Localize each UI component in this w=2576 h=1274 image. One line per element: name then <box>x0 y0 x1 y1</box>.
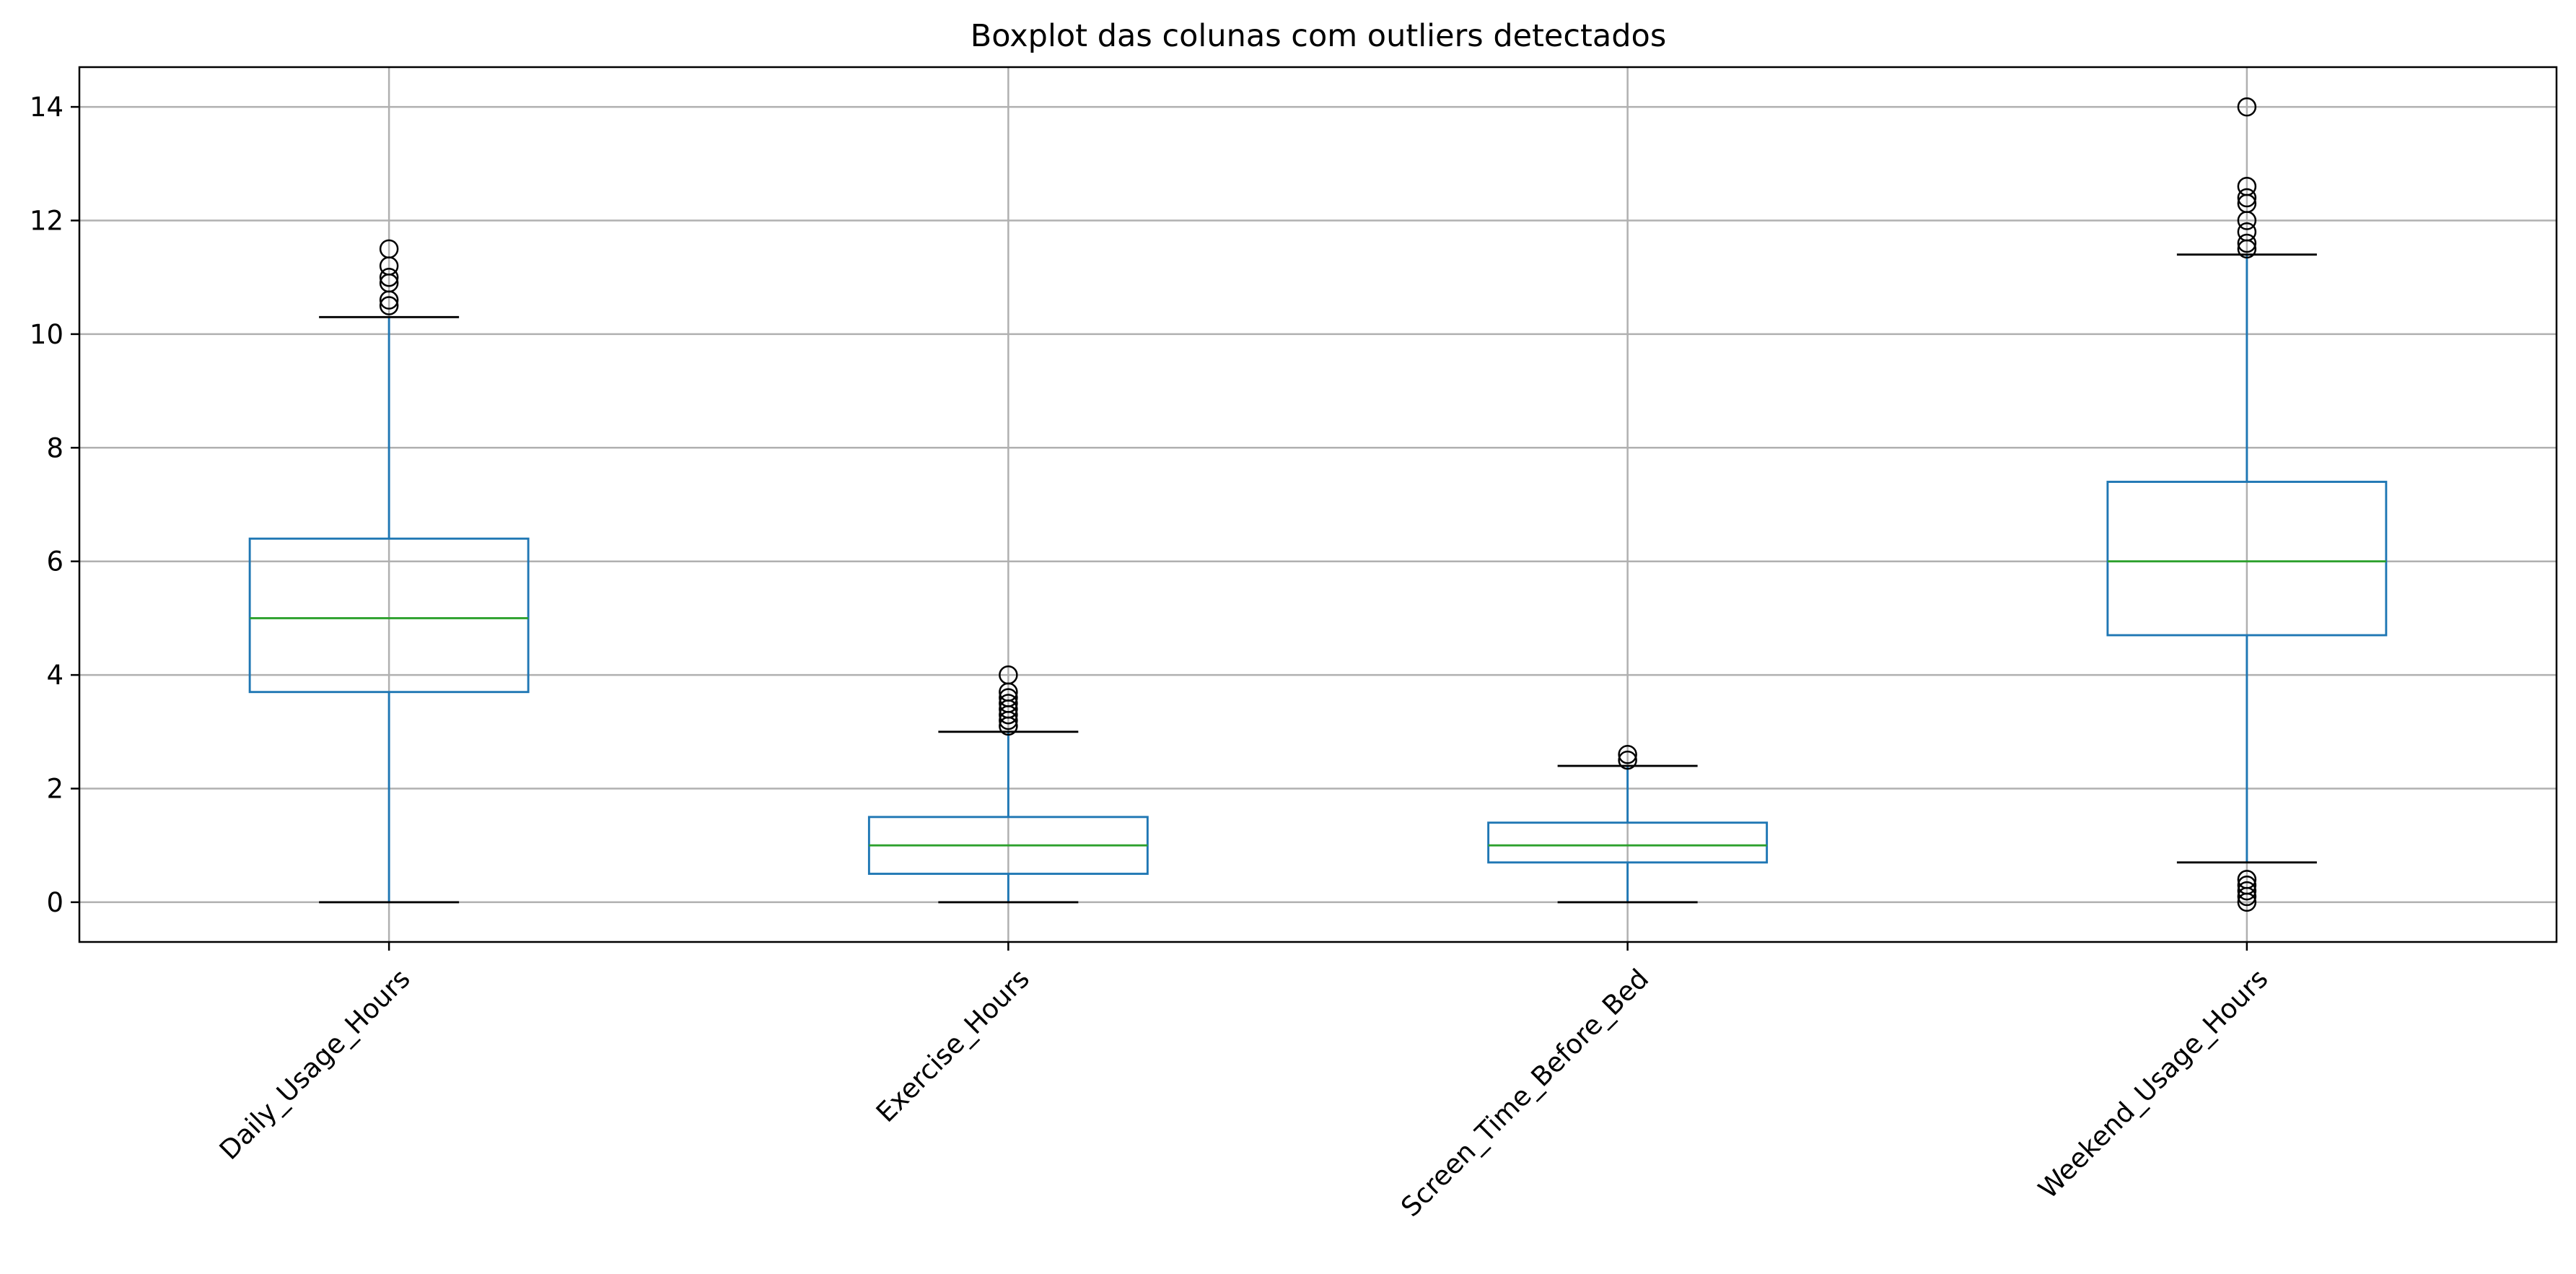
axis-ticks: 0 2 4 6 8 10 12 14 Daily_Usage_Hours Exercise_Hou… <box>30 92 2274 1223</box>
outlier-point <box>999 665 1018 685</box>
y-tick-label: 4 <box>46 660 63 691</box>
x-tick-label: Weekend_Usage_Hours <box>2033 963 2274 1205</box>
grid-lines <box>79 67 2557 942</box>
y-tick-label: 2 <box>46 774 63 805</box>
outlier-point <box>2237 97 2257 117</box>
y-tick-label: 6 <box>46 546 63 577</box>
iqr-box <box>2106 481 2388 637</box>
x-tick-label: Screen_Time_Before_Bed <box>1395 963 1655 1223</box>
outlier-point <box>379 296 399 315</box>
outlier-point <box>379 239 399 259</box>
outlier-point <box>2237 233 2257 253</box>
box-group <box>248 239 530 904</box>
y-tick-label: 0 <box>46 887 63 918</box>
box-group <box>2106 97 2388 912</box>
box-group <box>1487 745 1769 904</box>
outlier-point <box>2237 876 2257 895</box>
chart-title: Boxplot das colunas com outliers detecta… <box>971 18 1667 54</box>
box-group <box>867 665 1149 904</box>
y-tick-label: 10 <box>30 319 63 350</box>
x-tick-label: Daily_Usage_Hours <box>214 963 416 1166</box>
outlier-point <box>379 267 399 287</box>
outlier-point <box>2237 177 2257 196</box>
y-tick-label: 8 <box>46 432 63 463</box>
outlier-point <box>2237 188 2257 208</box>
outlier-point <box>2237 881 2257 901</box>
outlier-point <box>1618 750 1637 770</box>
outlier-point <box>2237 222 2257 242</box>
outlier-point <box>1618 745 1637 764</box>
x-tick-label: Exercise_Hours <box>870 963 1035 1128</box>
iqr-box <box>248 537 530 694</box>
plot-area-frame <box>78 66 2558 943</box>
iqr-box <box>1487 821 1769 864</box>
boxes <box>248 97 2388 912</box>
outlier-point <box>999 688 1018 707</box>
y-tick-label: 14 <box>30 92 63 123</box>
outlier-point <box>2237 870 2257 889</box>
y-tick-label: 12 <box>30 205 63 236</box>
outlier-point <box>999 694 1018 713</box>
